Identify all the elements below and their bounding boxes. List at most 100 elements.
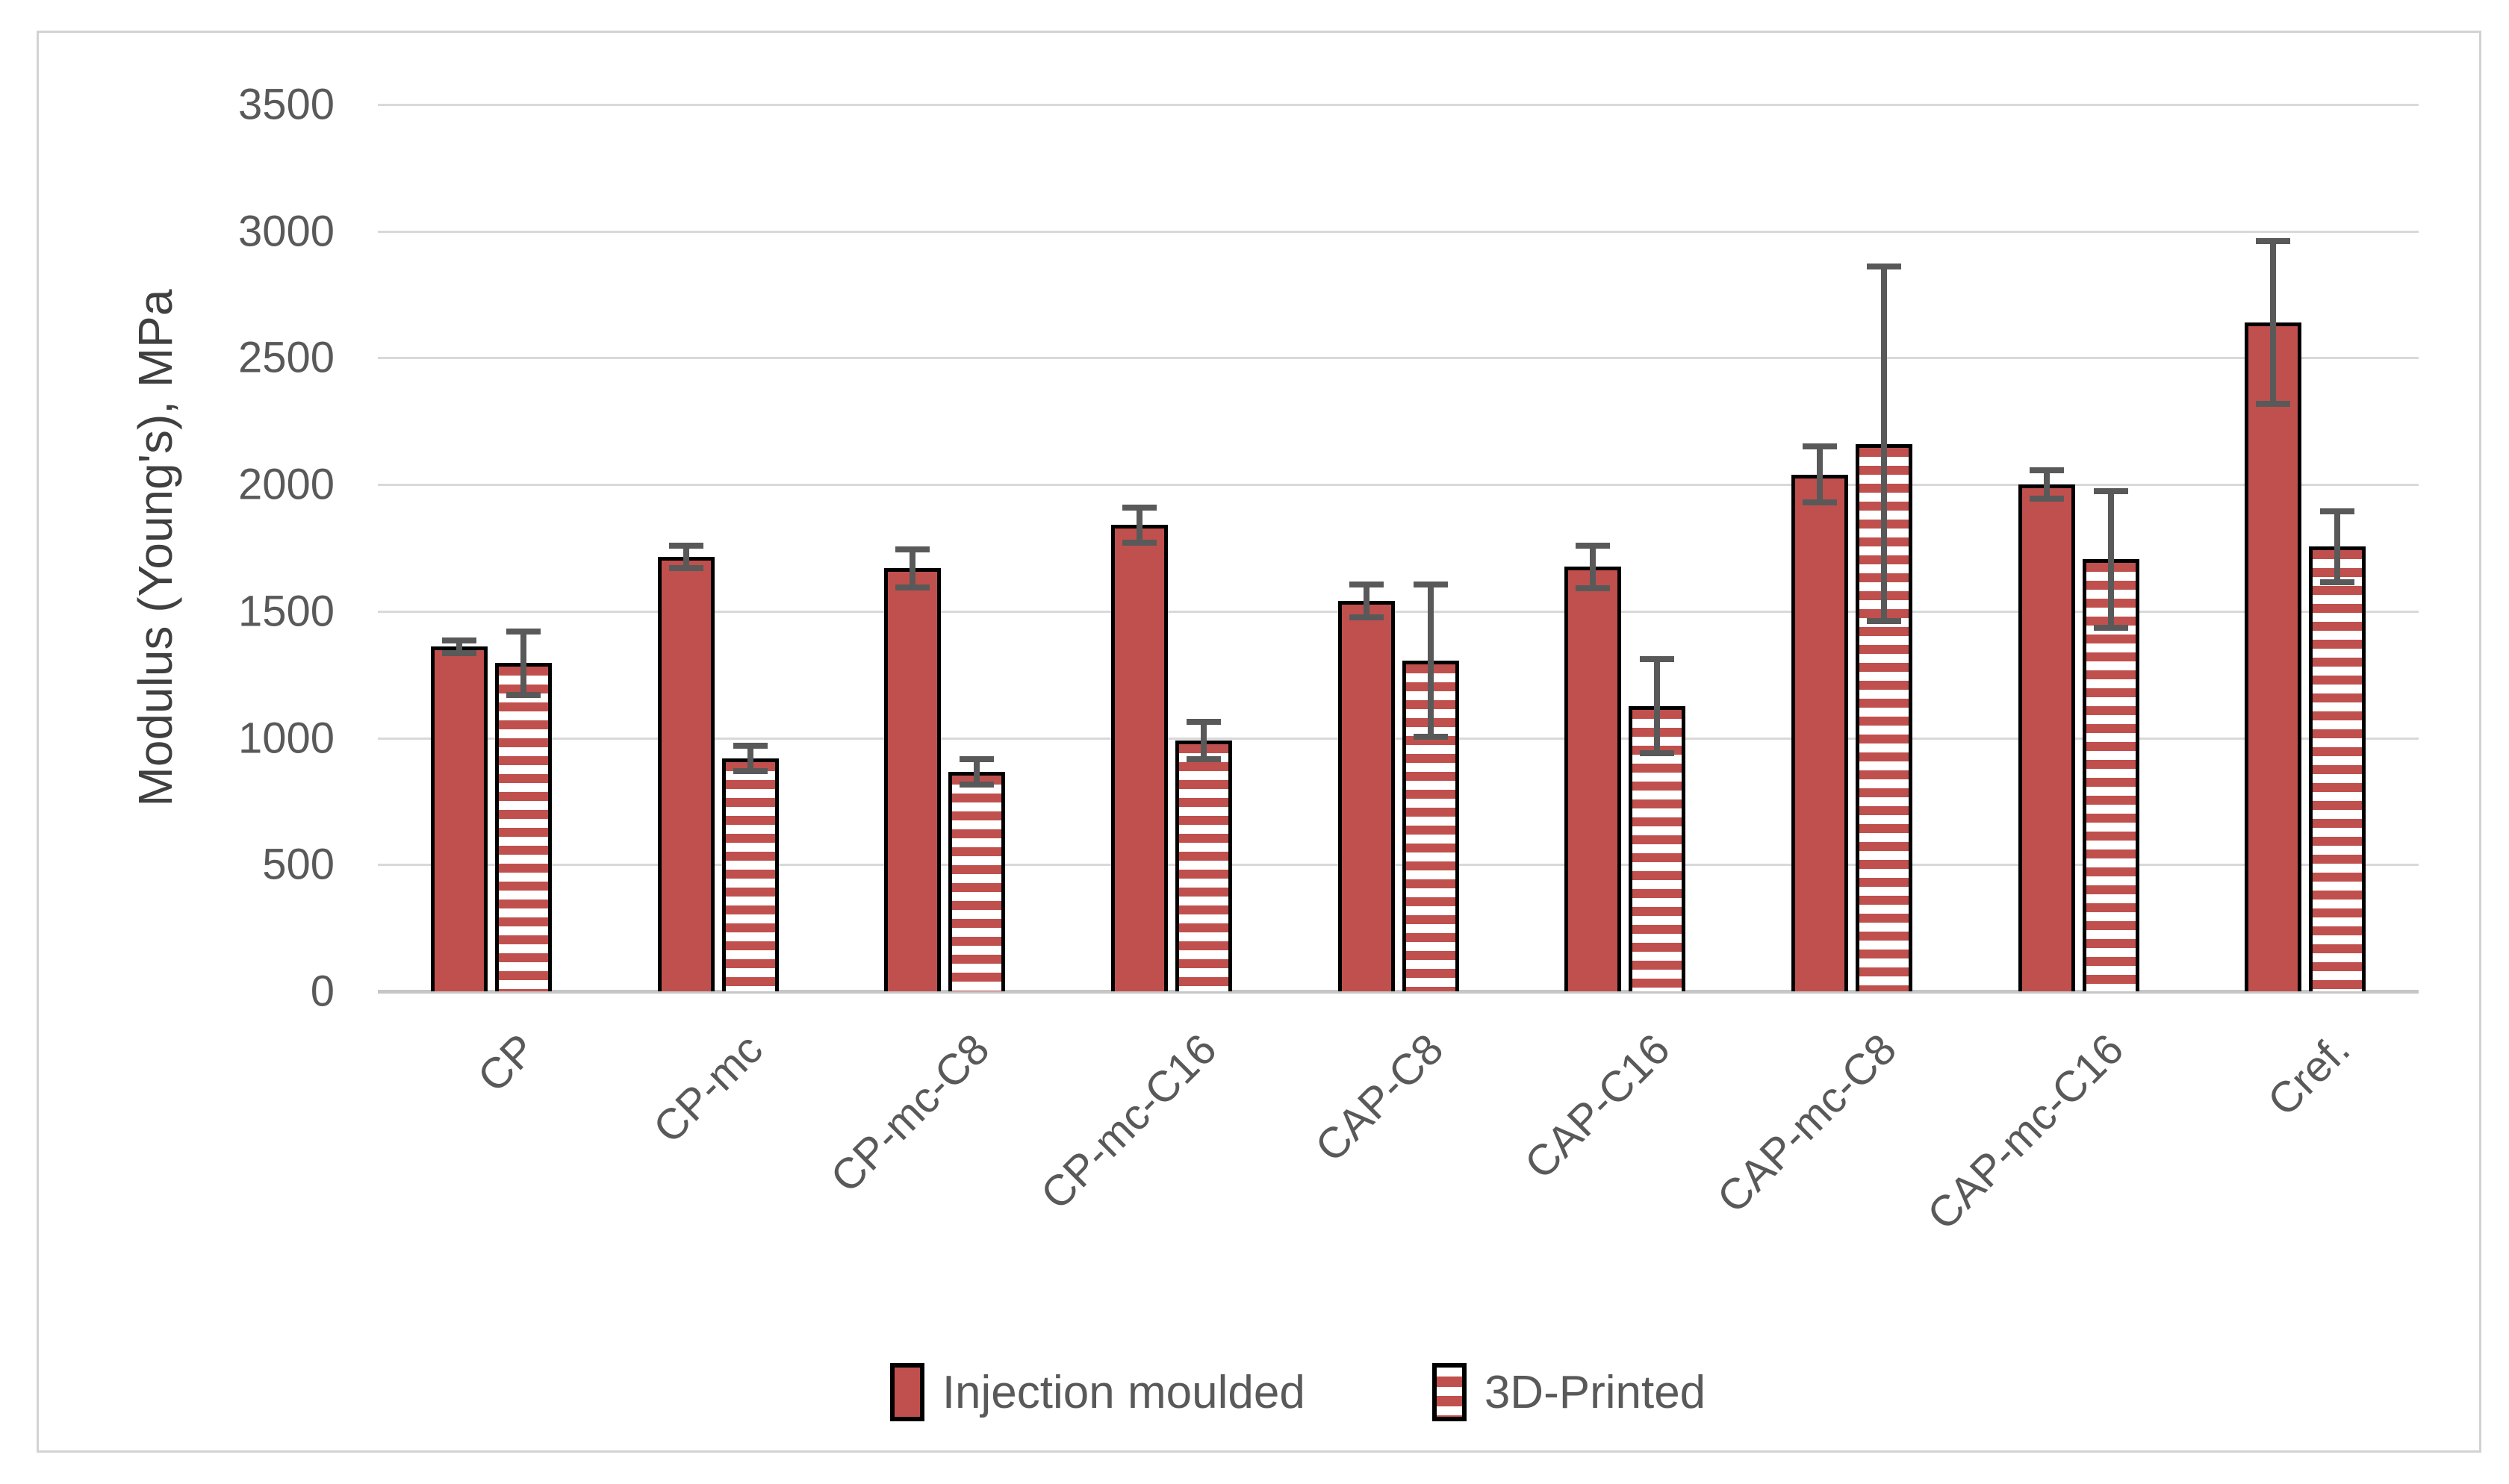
legend-item-3d-printed: 3D-Printed bbox=[1431, 1363, 1706, 1421]
bar-3d-printed-cp bbox=[494, 663, 552, 991]
y-axis-tick-label: 2000 bbox=[237, 460, 335, 509]
error-bar-line bbox=[747, 745, 753, 771]
error-bar-cap-bottom bbox=[1349, 614, 1384, 621]
error-bar-line bbox=[1880, 266, 1887, 622]
x-axis-category-label: CP-mc-C8 bbox=[821, 1024, 999, 1203]
error-bar-cap-top bbox=[1576, 542, 1611, 549]
error-bar-cap-bottom bbox=[1186, 756, 1221, 763]
bar-3d-printed-cap-mc-c16 bbox=[2082, 559, 2139, 991]
error-bar-cap-top bbox=[1413, 582, 1448, 588]
error-bar-cap-top bbox=[895, 546, 930, 552]
x-axis-category-label: CP-mc-C16 bbox=[1031, 1024, 1226, 1219]
error-bar-line bbox=[1590, 545, 1597, 589]
gridline bbox=[378, 610, 2419, 613]
error-bar-line bbox=[1136, 507, 1142, 543]
error-bar-line bbox=[520, 632, 526, 695]
y-axis-tick-label: 3500 bbox=[237, 80, 335, 129]
error-bar-cap-top bbox=[1640, 656, 1675, 663]
bar-injection-moulded-cap-c8 bbox=[1337, 601, 1395, 991]
x-axis-category-label: CP-mc bbox=[644, 1024, 773, 1153]
x-axis-category-label: CAP-mc-C16 bbox=[1918, 1024, 2133, 1240]
error-bar-cap-top bbox=[1122, 504, 1157, 511]
error-bar-cap-bottom bbox=[2256, 400, 2291, 407]
y-axis-tick-label: 0 bbox=[310, 967, 335, 1016]
gridline bbox=[378, 737, 2419, 740]
y-axis-tick-label: 1500 bbox=[237, 587, 335, 636]
gridline bbox=[378, 484, 2419, 487]
error-bar-cap-bottom bbox=[960, 782, 995, 788]
bar-3d-printed-cp-mc-c16 bbox=[1175, 740, 1232, 991]
error-bar-line bbox=[2270, 241, 2277, 404]
legend-swatch-striped-icon bbox=[1431, 1363, 1467, 1421]
legend-label: 3D-Printed bbox=[1484, 1366, 1706, 1418]
gridline bbox=[378, 864, 2419, 867]
y-axis-tick-label: 500 bbox=[262, 840, 335, 889]
bar-injection-moulded-cp-mc-c16 bbox=[1110, 525, 1168, 991]
x-axis-category-label: CAP-C8 bbox=[1305, 1024, 1453, 1172]
x-axis-category-label: CAP-mc-C8 bbox=[1708, 1024, 1906, 1223]
error-bar-cap-bottom bbox=[1802, 499, 1837, 505]
error-bar-cap-top bbox=[506, 629, 541, 635]
error-bar-cap-top bbox=[733, 742, 768, 749]
error-bar-line bbox=[1654, 659, 1661, 753]
error-bar-cap-top bbox=[1186, 718, 1221, 725]
error-bar-cap-bottom bbox=[506, 691, 541, 698]
error-bar-line bbox=[683, 545, 689, 569]
gridline bbox=[378, 104, 2419, 106]
gridline bbox=[378, 357, 2419, 360]
error-bar-cap-top bbox=[668, 542, 703, 549]
legend: Injection moulded 3D-Printed bbox=[75, 1363, 2509, 1421]
error-bar-line bbox=[974, 759, 980, 785]
bar-injection-moulded-cap-c16 bbox=[1564, 567, 1622, 991]
error-bar-cap-top bbox=[1802, 443, 1837, 450]
error-bar-line bbox=[2043, 470, 2050, 499]
bar-3d-printed-cref bbox=[2309, 546, 2366, 991]
error-bar-cap-top bbox=[2029, 467, 2064, 474]
error-bar-line bbox=[910, 549, 916, 587]
y-axis-tick-label: 2500 bbox=[237, 333, 335, 382]
error-bar-cap-top bbox=[1866, 264, 1901, 270]
error-bar-cap-bottom bbox=[441, 649, 476, 656]
error-bar-line bbox=[456, 640, 462, 653]
error-bar-cap-bottom bbox=[1640, 749, 1675, 756]
bar-injection-moulded-cp-mc bbox=[657, 556, 715, 991]
error-bar-cap-top bbox=[960, 756, 995, 763]
error-bar-cap-top bbox=[441, 637, 476, 643]
x-axis-category-label: Cref. bbox=[2258, 1024, 2360, 1126]
x-axis-category-label: CAP-C16 bbox=[1515, 1024, 1679, 1188]
error-bar-cap-top bbox=[1349, 582, 1384, 588]
bar-3d-printed-cp-mc bbox=[721, 758, 779, 991]
bar-injection-moulded-cp-mc-c8 bbox=[884, 568, 942, 991]
gridline bbox=[378, 230, 2419, 233]
error-bar-cap-bottom bbox=[668, 565, 703, 572]
legend-swatch-solid-icon bbox=[889, 1363, 924, 1421]
error-bar-cap-top bbox=[2256, 238, 2291, 245]
error-bar-cap-bottom bbox=[1122, 540, 1157, 546]
bar-injection-moulded-cap-mc-c8 bbox=[1791, 474, 1848, 991]
bar-3d-printed-cp-mc-c8 bbox=[948, 772, 1006, 991]
error-bar-cap-bottom bbox=[895, 584, 930, 590]
bar-injection-moulded-cap-mc-c16 bbox=[2018, 484, 2075, 991]
error-bar-cap-bottom bbox=[2093, 624, 2128, 631]
error-bar-line bbox=[1200, 721, 1207, 760]
error-bar-line bbox=[1816, 446, 1823, 502]
error-bar-cap-bottom bbox=[733, 767, 768, 774]
chart-frame: Modulus (Young's), MPa Injection moulded… bbox=[37, 31, 2481, 1453]
error-bar-line bbox=[2107, 490, 2114, 628]
x-axis-category-label: CP bbox=[468, 1024, 546, 1102]
bar-injection-moulded-cref bbox=[2245, 322, 2302, 991]
error-bar-line bbox=[2334, 511, 2341, 582]
bar-injection-moulded-cp bbox=[430, 646, 488, 991]
error-bar-cap-bottom bbox=[2320, 579, 2355, 585]
error-bar-line bbox=[1427, 584, 1434, 737]
bar-3d-printed-cap-c16 bbox=[1629, 706, 1686, 991]
error-bar-cap-top bbox=[2093, 487, 2128, 494]
error-bar-cap-bottom bbox=[1866, 618, 1901, 625]
legend-item-injection-moulded: Injection moulded bbox=[889, 1363, 1305, 1421]
error-bar-cap-bottom bbox=[1576, 585, 1611, 592]
error-bar-line bbox=[1363, 584, 1369, 618]
x-axis-line bbox=[378, 990, 2419, 994]
error-bar-cap-bottom bbox=[2029, 495, 2064, 502]
y-axis-tick-label: 1000 bbox=[237, 714, 335, 763]
